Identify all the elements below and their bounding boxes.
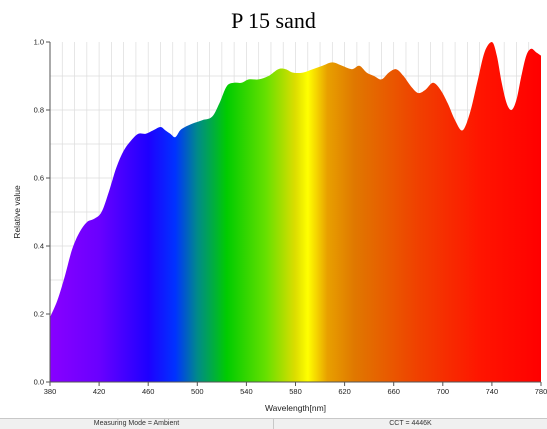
y-tick-label: 0.4 [34,242,44,251]
x-tick-label: 700 [437,387,450,396]
y-tick-label: 0.8 [34,106,44,115]
y-tick-label: 1.0 [34,38,44,47]
x-axis-label: Wavelength[nm] [265,403,326,413]
y-tick-label: 0.2 [34,310,44,319]
x-tick-label: 740 [486,387,499,396]
x-tick-label: 420 [93,387,106,396]
measuring-mode-status: Measuring Mode = Ambient [93,420,180,427]
y-axis-ticks: 0.0 0.2 0.4 0.6 0.8 1.0 [34,38,50,387]
x-tick-label: 380 [44,387,57,396]
x-tick-label: 460 [142,387,155,396]
x-tick-label: 660 [387,387,400,396]
y-tick-label: 0.6 [34,174,44,183]
status-bar: Measuring Mode = Ambient CCT = 4446K [0,418,547,429]
y-axis-label: Relative value [12,185,22,239]
x-tick-label: 580 [289,387,302,396]
spectrum-area [50,42,541,382]
x-tick-label: 500 [191,387,204,396]
x-tick-label: 620 [338,387,351,396]
spectrum-chart: 380 420 460 500 540 580 620 660 700 740 780 0.0 0.2… [12,38,547,414]
y-tick-label: 0.0 [34,378,44,387]
chart-title: P 15 sand [231,8,316,33]
x-tick-label: 540 [240,387,253,396]
x-tick-label: 780 [535,387,547,396]
cct-status: CCT = 4446K [273,419,547,429]
x-axis-ticks: 380 420 460 500 540 580 620 660 700 740 780 [44,382,547,396]
